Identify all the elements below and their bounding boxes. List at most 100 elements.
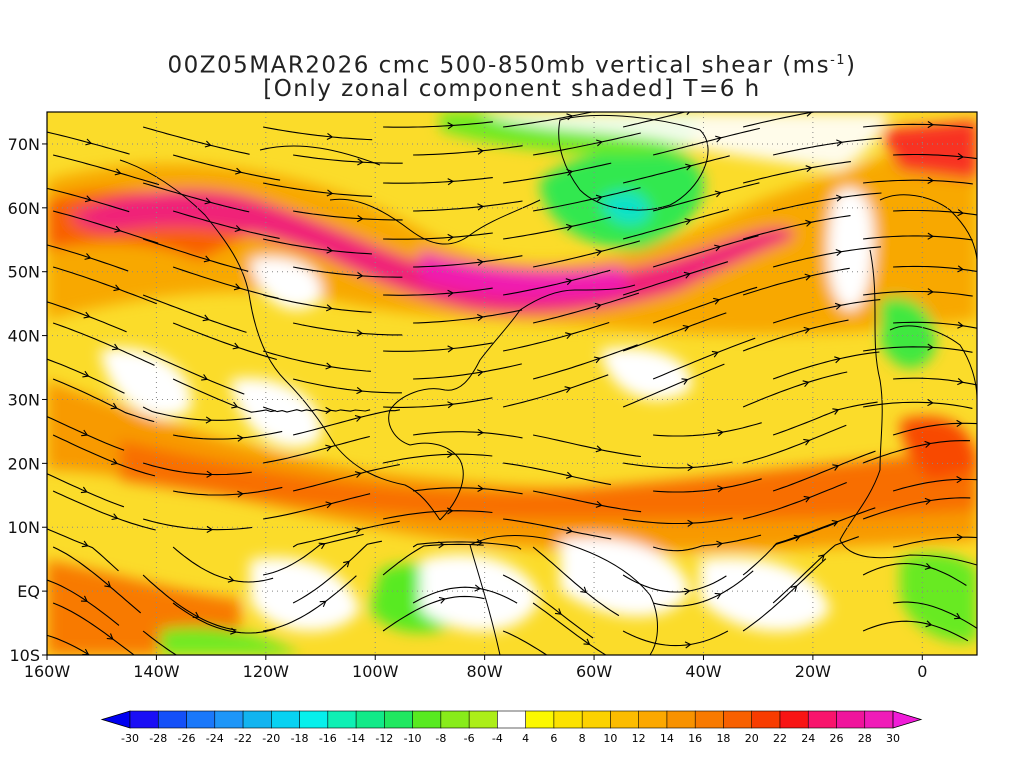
streamline-arrowhead bbox=[925, 620, 933, 628]
streamline-arrowhead bbox=[113, 284, 121, 292]
streamline bbox=[503, 269, 611, 296]
streamline bbox=[262, 406, 371, 413]
streamline-arrowhead bbox=[325, 304, 333, 312]
streamline bbox=[532, 344, 638, 380]
streamline bbox=[772, 137, 882, 156]
streamline-arrowhead bbox=[711, 350, 719, 358]
streamline bbox=[863, 346, 973, 353]
streamline bbox=[47, 634, 91, 655]
streamline bbox=[532, 240, 641, 268]
lat-label: 40N bbox=[8, 327, 40, 346]
streamline-arrowhead bbox=[956, 476, 963, 484]
colorbar-swatch bbox=[666, 710, 696, 729]
streamline-arrowhead bbox=[204, 197, 212, 205]
colorbar-label: -16 bbox=[319, 732, 337, 745]
streamline-arrowhead bbox=[957, 152, 965, 161]
streamline bbox=[893, 377, 977, 386]
streamline-arrowhead bbox=[956, 419, 963, 428]
streamline-arrowhead bbox=[447, 401, 454, 409]
streamline-arrowhead bbox=[927, 343, 934, 351]
streamline-arrowhead bbox=[836, 139, 843, 147]
streamline bbox=[142, 350, 245, 395]
streamline-arrowhead bbox=[318, 542, 326, 550]
streamline-arrowhead bbox=[805, 219, 813, 227]
streamline-arrowhead bbox=[717, 485, 724, 493]
streamline-arrowhead bbox=[112, 343, 120, 351]
streamline bbox=[622, 574, 727, 593]
streamline-arrowhead bbox=[594, 302, 602, 310]
streamline bbox=[413, 200, 523, 212]
streamline-arrowhead bbox=[681, 378, 689, 385]
streamline bbox=[503, 216, 612, 240]
streamline bbox=[52, 490, 156, 531]
streamline-arrowhead bbox=[356, 271, 364, 280]
streamline-arrowhead bbox=[357, 158, 364, 166]
streamline bbox=[52, 322, 155, 366]
streamline bbox=[742, 319, 849, 352]
streamline-arrowhead bbox=[204, 140, 212, 148]
streamline-arrowhead bbox=[927, 399, 934, 407]
colorbar-swatch bbox=[299, 710, 329, 729]
lon-label: 120W bbox=[243, 662, 290, 681]
lat-label: 20N bbox=[8, 454, 40, 473]
streamline bbox=[742, 558, 827, 632]
streamline bbox=[862, 620, 969, 642]
colorbar-swatch bbox=[468, 710, 498, 729]
streamline-arrowhead bbox=[354, 471, 362, 478]
streamline-arrowhead bbox=[477, 203, 484, 211]
streamline bbox=[142, 126, 250, 155]
streamline-arrowhead bbox=[106, 633, 114, 640]
streamline-arrowhead bbox=[203, 255, 211, 263]
colorbar-label: 28 bbox=[858, 732, 872, 745]
streamline bbox=[413, 487, 523, 495]
streamline bbox=[862, 562, 967, 586]
lat-label: 30N bbox=[8, 390, 40, 409]
latitude-labels: 70N 60N 50N 40N 30N 20N 10N EQ 10S bbox=[8, 135, 40, 665]
colorbar-label: -28 bbox=[149, 732, 167, 745]
streamline bbox=[413, 309, 523, 324]
streamline-arrowhead bbox=[831, 519, 839, 527]
colorbar-label: -6 bbox=[464, 732, 475, 745]
colorbar-swatch bbox=[836, 710, 866, 729]
colorbar-label: 14 bbox=[660, 732, 674, 745]
streamline bbox=[413, 431, 523, 439]
streamline-arrowhead bbox=[446, 507, 454, 515]
streamline bbox=[47, 416, 125, 451]
colorbar-label: -4 bbox=[492, 732, 503, 745]
lat-label: 50N bbox=[8, 263, 40, 282]
streamline bbox=[622, 261, 729, 296]
streamline bbox=[292, 520, 400, 548]
streamline bbox=[622, 312, 727, 352]
streamline bbox=[292, 409, 400, 436]
colorbar-label: 26 bbox=[829, 732, 843, 745]
streamline-arrowhead bbox=[356, 386, 364, 395]
streamline bbox=[292, 378, 402, 394]
streamline bbox=[263, 493, 371, 520]
lat-label: 70N bbox=[8, 135, 40, 154]
streamline-arrowhead bbox=[715, 135, 722, 143]
streamline bbox=[533, 187, 641, 212]
streamline-arrowhead bbox=[595, 194, 603, 202]
streamline bbox=[412, 586, 518, 604]
streamline-arrowhead bbox=[84, 253, 92, 260]
streamline bbox=[142, 182, 250, 213]
colorbar-low-arrow bbox=[100, 710, 131, 729]
streamline bbox=[142, 518, 253, 531]
streamline bbox=[172, 266, 279, 299]
streamline bbox=[653, 422, 762, 437]
streamline-arrowhead bbox=[230, 627, 237, 635]
streamline-arrowhead bbox=[566, 223, 573, 231]
streamline bbox=[292, 464, 400, 492]
streamline-arrowhead bbox=[237, 490, 244, 498]
streamline-arrowhead bbox=[566, 168, 574, 176]
colorbar-label: 12 bbox=[632, 732, 646, 745]
streamline bbox=[893, 265, 977, 273]
streamline-arrowhead bbox=[81, 540, 89, 548]
lon-label: 140W bbox=[133, 662, 180, 681]
colorbar-label: 18 bbox=[716, 732, 730, 745]
colorbar-label: -8 bbox=[435, 732, 446, 745]
colorbar-label: 20 bbox=[745, 732, 759, 745]
colorbar-swatch bbox=[779, 710, 809, 729]
streamline-arrowhead bbox=[717, 429, 724, 437]
